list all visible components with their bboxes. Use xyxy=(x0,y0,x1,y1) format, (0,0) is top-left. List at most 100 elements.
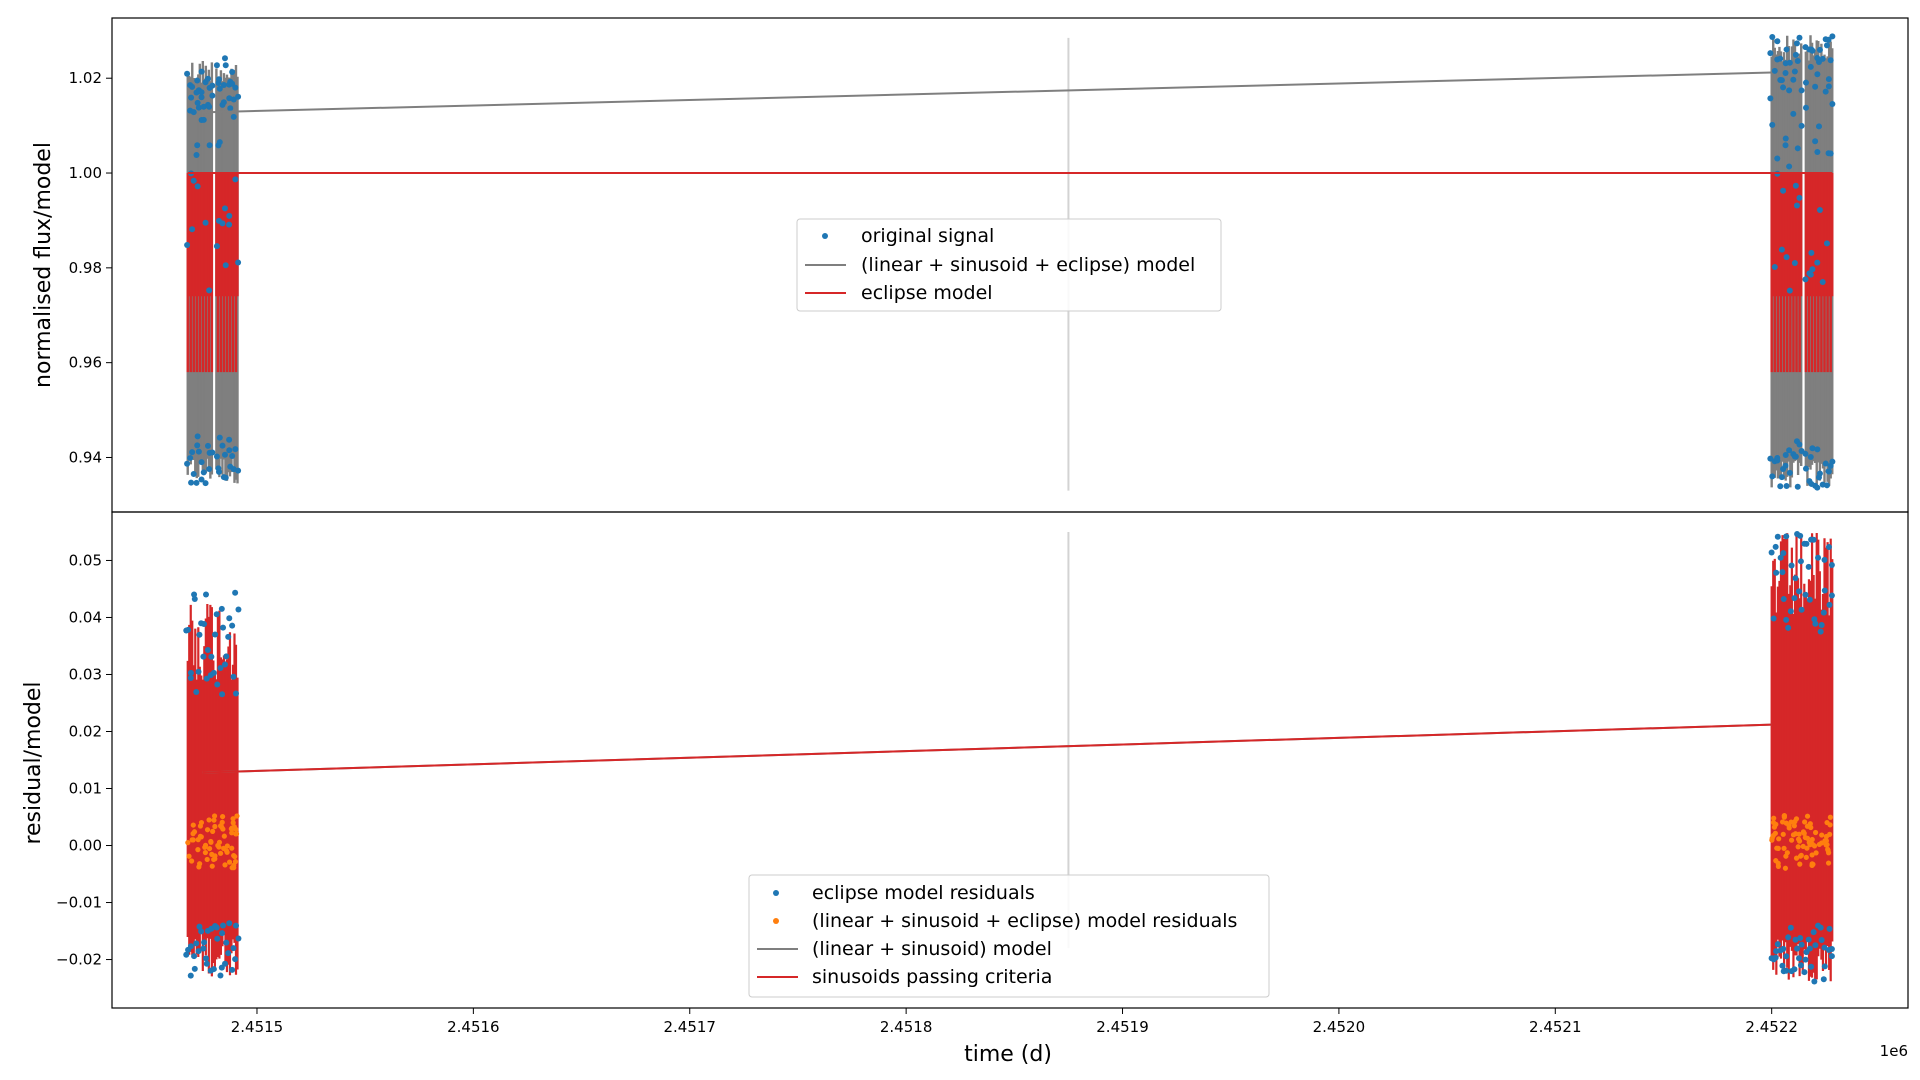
eclipse-residual-point xyxy=(196,631,203,638)
original-signal-point xyxy=(230,113,237,120)
original-signal-point xyxy=(1793,202,1800,209)
eclipse-residual-point xyxy=(1794,945,1801,952)
full-model-residual-point xyxy=(195,847,201,853)
eclipse-residual-point xyxy=(191,591,198,598)
eclipse-residual-point xyxy=(1828,953,1835,960)
original-signal-point xyxy=(1769,121,1776,128)
original-signal-point xyxy=(1786,287,1793,294)
original-signal-point xyxy=(235,93,242,100)
eclipse-residual-point xyxy=(198,928,205,935)
original-signal-point xyxy=(1780,84,1787,91)
original-signal-point xyxy=(1786,59,1793,66)
eclipse-residual-point xyxy=(1805,936,1812,943)
eclipse-residual-point xyxy=(1808,963,1815,970)
original-signal-point xyxy=(1767,95,1774,102)
full-model-residual-point xyxy=(1813,850,1819,856)
legend-label-original-signal: original signal xyxy=(861,225,994,247)
eclipse-residual-point xyxy=(226,920,233,927)
full-model-residual-point xyxy=(1792,819,1798,825)
original-signal-point xyxy=(187,455,194,462)
eclipse-residual-point xyxy=(232,922,239,929)
original-signal-point xyxy=(1778,474,1785,481)
original-signal-point xyxy=(1778,77,1785,84)
eclipse-residual-point xyxy=(217,665,224,672)
original-signal-point xyxy=(1777,55,1784,62)
full-model-residual-point xyxy=(1810,861,1816,867)
original-signal-point xyxy=(232,84,239,91)
eclipse-residual-point xyxy=(235,606,242,613)
legend-label-eclipse-residuals: eclipse model residuals xyxy=(812,882,1035,904)
original-signal-point xyxy=(189,449,196,456)
original-signal-point xyxy=(206,465,213,472)
original-signal-point xyxy=(1769,473,1776,480)
full-model-residual-point xyxy=(1827,814,1833,820)
eclipse-residual-point xyxy=(187,943,194,950)
eclipse-residual-point xyxy=(1791,966,1798,973)
full-model-residual-point xyxy=(1822,838,1828,844)
full-model-residual-point xyxy=(1774,845,1780,851)
original-signal-point xyxy=(1816,46,1823,53)
eclipse-residual-point xyxy=(1801,969,1808,976)
original-signal-point xyxy=(206,142,213,149)
original-signal-point xyxy=(220,99,227,106)
original-signal-point xyxy=(1825,76,1832,83)
full-model-residual-point xyxy=(198,819,205,826)
eclipse-residual-point xyxy=(218,605,225,612)
eclipse-residual-point xyxy=(226,615,233,622)
top-ytick-label: 0.96 xyxy=(69,354,102,372)
original-signal-point xyxy=(1809,47,1816,54)
eclipse-residual-point xyxy=(1810,929,1817,936)
xtick-label: 2.4516 xyxy=(447,1018,500,1036)
full-model-residual-point xyxy=(1823,842,1829,848)
full-model-residual-point xyxy=(1823,833,1830,840)
full-model-residual-point xyxy=(196,864,202,870)
eclipse-residual-point xyxy=(200,653,207,660)
full-model-residual-point xyxy=(1803,854,1809,860)
original-signal-point xyxy=(195,104,202,111)
eclipse-residual-point xyxy=(201,939,208,946)
eclipse-residual-point xyxy=(223,939,230,946)
original-signal-point xyxy=(219,442,226,449)
top-legend: original signal (linear + sinusoid + ecl… xyxy=(796,218,1222,312)
original-signal-point xyxy=(1812,138,1819,145)
original-signal-point xyxy=(1798,122,1805,129)
full-model-residual-point xyxy=(190,837,196,843)
original-signal-point xyxy=(209,82,216,89)
original-signal-point xyxy=(221,55,228,62)
full-model-residual-point xyxy=(229,845,235,851)
original-signal-point xyxy=(1777,483,1784,490)
eclipse-residual-point xyxy=(187,972,194,979)
original-signal-point xyxy=(1827,150,1834,157)
bottom-y-ticks: −0.02 −0.01 0.00 0.01 0.02 0.03 0.04 0.05 xyxy=(56,551,112,969)
original-signal-point xyxy=(1769,33,1776,40)
eclipse-residual-point xyxy=(1791,595,1798,602)
bottom-ytick-label: 0.04 xyxy=(69,608,102,626)
full-model-residual-point xyxy=(1781,845,1787,851)
original-signal-point xyxy=(202,480,209,487)
top-ytick-label: 1.02 xyxy=(69,69,102,87)
eclipse-residual-point xyxy=(225,950,232,957)
original-signal-point xyxy=(1808,249,1815,256)
x-offset-label: 1e6 xyxy=(1880,1042,1908,1060)
full-model-residual-point xyxy=(1783,853,1789,859)
eclipse-residual-point xyxy=(214,935,221,942)
full-model-residual-point xyxy=(211,813,218,819)
original-signal-point xyxy=(213,453,220,460)
eclipse-residual-point xyxy=(1826,601,1833,608)
legend-label-linear-sinusoid: (linear + sinusoid) model xyxy=(812,938,1052,960)
eclipse-residual-point xyxy=(193,689,200,696)
eclipse-residual-point xyxy=(1798,606,1805,613)
eclipse-residual-point xyxy=(222,661,229,668)
eclipse-residual-point xyxy=(1820,609,1827,616)
xtick-label: 2.4517 xyxy=(663,1018,716,1036)
full-model-residual-point xyxy=(1796,831,1802,837)
eclipse-residual-point xyxy=(1815,554,1822,561)
original-signal-point xyxy=(204,442,211,449)
eclipse-residual-point xyxy=(201,620,208,627)
full-model-residual-point xyxy=(1795,844,1801,850)
original-signal-point xyxy=(1829,458,1836,465)
full-model-residual-point xyxy=(229,865,235,871)
eclipse-residual-point xyxy=(223,653,230,660)
bottom-ylabel: residual/model xyxy=(21,681,46,844)
